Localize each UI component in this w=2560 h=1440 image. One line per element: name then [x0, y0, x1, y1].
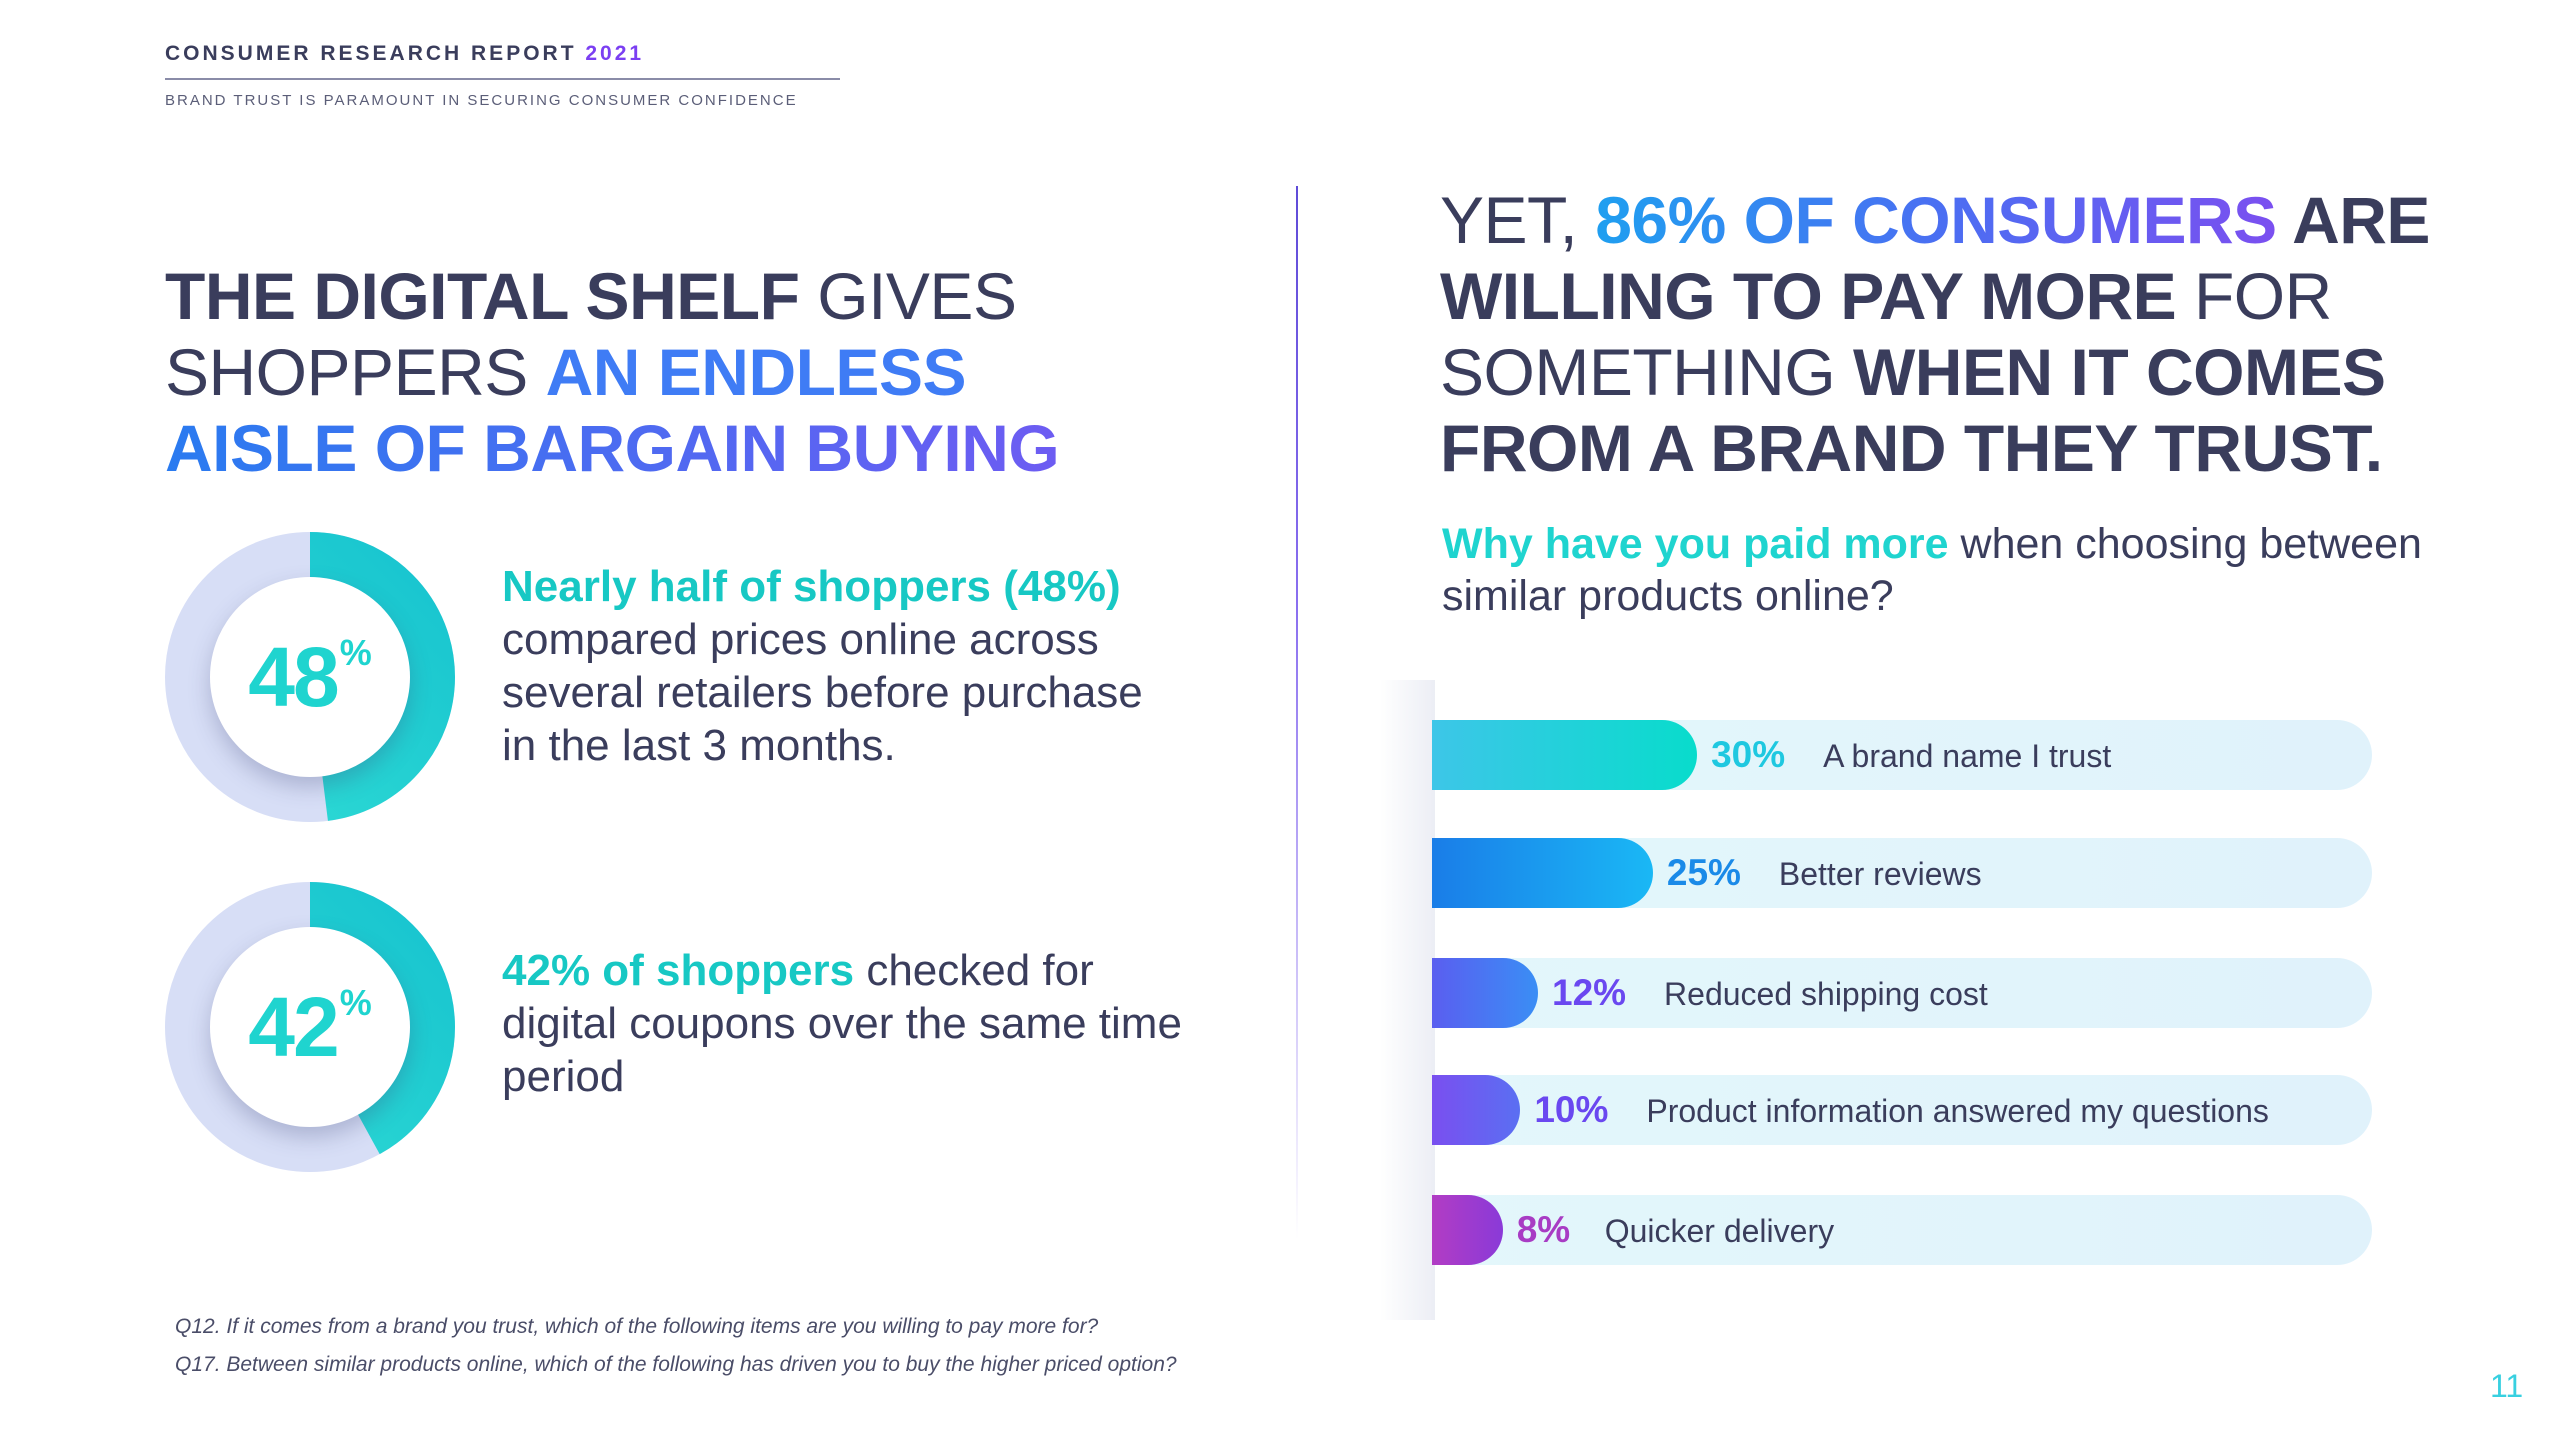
- right-headline: YET, 86% OF CONSUMERS ARE WILLING TO PAY…: [1440, 182, 2500, 486]
- donut-arc: [165, 532, 455, 822]
- donut-arc: [165, 882, 455, 1172]
- bar-track: [1432, 1075, 2372, 1145]
- report-year: 2021: [585, 42, 645, 65]
- right-headline-part1: YET,: [1440, 183, 1596, 257]
- bar-value-label: 8%: [1516, 1209, 1571, 1250]
- bar-row: 8% Quicker delivery: [1432, 1195, 2372, 1265]
- donut-percent-sign: %: [339, 982, 372, 1023]
- stat-highlight: 42% of shoppers: [502, 946, 855, 995]
- left-headline-part3: AN ENDLESS: [545, 335, 967, 409]
- donut-value: 48: [248, 629, 339, 724]
- bar: [1432, 720, 1698, 790]
- column-divider: [1296, 186, 1298, 1240]
- bar-value-label: 10%: [1534, 1089, 1609, 1130]
- bar-row: 30% A brand name I trust: [1432, 720, 2372, 790]
- donut-percent-sign: %: [339, 632, 372, 673]
- right-headline-part4: WILLING TO PAY MORE: [1440, 259, 2177, 333]
- donut-chart-42: 42%: [165, 882, 455, 1172]
- bar-category-label: Quicker delivery: [1604, 1213, 1835, 1249]
- left-headline-part2: GIVES SHOPPERS: [165, 259, 1017, 409]
- bar-value-label: 12%: [1552, 972, 1627, 1013]
- right-headline-part2: 86% OF CONSUMERS: [1595, 183, 2277, 257]
- stat-text-42: 42% of shoppers checked for digital coup…: [502, 944, 1182, 1103]
- stat-body: checked for digital coupons over the sam…: [502, 946, 1182, 1101]
- bar: [1432, 958, 1539, 1028]
- bar-track: [1432, 1195, 2372, 1265]
- bar-category-label: A brand name I trust: [1823, 738, 2112, 774]
- right-headline-part6: WHEN IT COMES FROM A BRAND THEY TRUST.: [1440, 335, 2386, 485]
- right-headline-part5: FOR SOMETHING: [1440, 259, 2332, 409]
- left-headline-part4: AISLE OF BARGAIN BUYING: [165, 411, 1060, 485]
- report-header: CONSUMER RESEARCH REPORT 2021 BRAND TRUS…: [165, 42, 840, 109]
- bar-category-label: Better reviews: [1778, 856, 1982, 892]
- footnote-q17: Q17. Between similar products online, wh…: [175, 1353, 1177, 1376]
- footnote-q12: Q12. If it comes from a brand you trust,…: [175, 1315, 1099, 1338]
- footnotes: Q12. If it comes from a brand you trust,…: [175, 1308, 1177, 1384]
- report-title: CONSUMER RESEARCH REPORT 2021: [165, 42, 840, 66]
- stat-highlight: Nearly half of shoppers (48%): [502, 562, 1121, 611]
- page-number: 11: [2490, 1368, 2524, 1404]
- donut-center: 48%: [210, 577, 410, 777]
- donut-chart-48: 48%: [165, 532, 455, 822]
- bar-value-label: 25%: [1666, 852, 1741, 893]
- bar-row: 12% Reduced shipping cost: [1432, 958, 2372, 1028]
- chart-question: Why have you paid more when choosing bet…: [1442, 518, 2442, 622]
- header-divider: [165, 78, 840, 80]
- right-headline-part3: ARE: [2276, 183, 2430, 257]
- donut-ring: [165, 532, 455, 822]
- left-headline-part1: THE DIGITAL SHELF: [165, 259, 800, 333]
- bar-track: [1432, 958, 2372, 1028]
- donut-value: 42: [248, 979, 339, 1074]
- chart-edge-shadow: [1380, 680, 1435, 1320]
- question-highlight: Why have you paid more: [1442, 520, 1949, 568]
- bar: [1432, 1195, 1503, 1265]
- bar-category-label: Reduced shipping cost: [1664, 976, 1988, 1012]
- left-headline: THE DIGITAL SHELF GIVES SHOPPERS AN ENDL…: [165, 258, 1165, 486]
- stat-text-48: Nearly half of shoppers (48%) compared p…: [502, 560, 1182, 772]
- bar-row: 25% Better reviews: [1432, 838, 2372, 908]
- question-body: when choosing between similar products o…: [1442, 520, 2422, 620]
- bar-row: 10% Product information answered my quest…: [1432, 1075, 2372, 1145]
- donut-center: 42%: [210, 927, 410, 1127]
- report-title-text: CONSUMER RESEARCH REPORT: [165, 42, 577, 65]
- bar-value-label: 30%: [1711, 734, 1786, 775]
- stat-body: compared prices online across several re…: [502, 615, 1143, 770]
- donut-ring: [165, 882, 455, 1172]
- bar-category-label: Product information answered my question…: [1646, 1093, 2269, 1129]
- bar: [1432, 1075, 1521, 1145]
- bar: [1432, 838, 1653, 908]
- report-subtitle: BRAND TRUST IS PARAMOUNT IN SECURING CON…: [165, 92, 798, 109]
